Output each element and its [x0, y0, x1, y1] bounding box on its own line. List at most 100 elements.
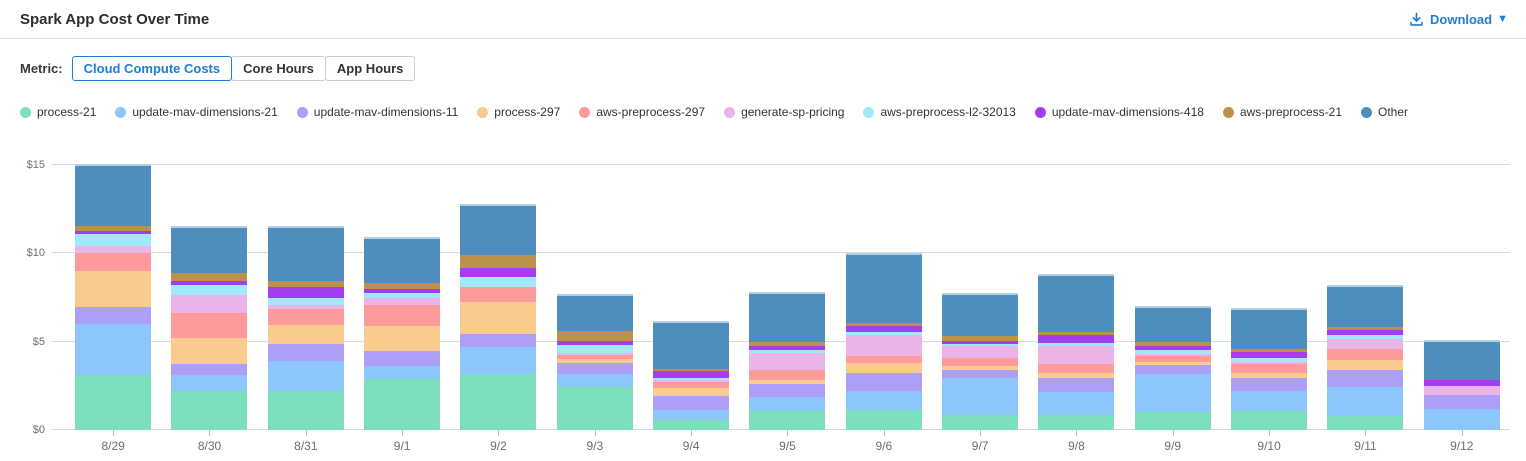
bar-segment[interactable]: [653, 368, 730, 372]
bar-segment[interactable]: [1327, 334, 1404, 339]
bar-segment[interactable]: [1231, 362, 1308, 365]
stacked-bar-9-10[interactable]: [1231, 307, 1308, 430]
bar-segment[interactable]: [171, 295, 248, 313]
bar-segment[interactable]: [653, 387, 730, 396]
bar-segment[interactable]: [1327, 387, 1404, 416]
legend-item-aws-preprocess-297[interactable]: aws-preprocess-297: [579, 105, 705, 119]
bar-segment[interactable]: [1327, 359, 1404, 370]
bar-segment[interactable]: [1134, 373, 1211, 413]
bar-segment[interactable]: [75, 324, 152, 375]
bar-segment[interactable]: [364, 351, 441, 367]
bar-segment[interactable]: [749, 353, 826, 370]
bar-segment[interactable]: [845, 332, 922, 336]
bar-segment[interactable]: [1038, 331, 1115, 336]
bar-segment[interactable]: [1038, 274, 1115, 332]
stacked-bar-8-29[interactable]: [75, 164, 152, 430]
bar-segment[interactable]: [75, 253, 152, 271]
bar-segment[interactable]: [75, 246, 152, 254]
bar-segment[interactable]: [749, 342, 826, 346]
stacked-bar-9-6[interactable]: [845, 252, 922, 430]
bar-segment[interactable]: [1134, 353, 1211, 357]
download-button[interactable]: Download ▼: [1409, 12, 1508, 27]
bar-segment[interactable]: [845, 326, 922, 333]
bar-segment[interactable]: [942, 358, 1019, 366]
bar-segment[interactable]: [1423, 386, 1500, 395]
bar-segment[interactable]: [460, 204, 537, 255]
bar-segment[interactable]: [267, 343, 344, 362]
bar-segment[interactable]: [1038, 363, 1115, 373]
bar-segment[interactable]: [845, 323, 922, 327]
bar-segment[interactable]: [171, 226, 248, 273]
bar-segment[interactable]: [1231, 358, 1308, 363]
bar-segment[interactable]: [749, 379, 826, 384]
legend-item-update-mav-dimensions-21[interactable]: update-mav-dimensions-21: [115, 105, 278, 119]
bar-segment[interactable]: [267, 361, 344, 391]
bar-segment[interactable]: [1327, 369, 1404, 388]
bar-segment[interactable]: [460, 346, 537, 374]
bar-segment[interactable]: [942, 377, 1019, 415]
bar-segment[interactable]: [364, 305, 441, 327]
bar-segment[interactable]: [460, 254, 537, 268]
bar-segment[interactable]: [75, 164, 152, 227]
bar-segment[interactable]: [749, 383, 826, 397]
bar-segment[interactable]: [1038, 372, 1115, 378]
bar-segment[interactable]: [942, 336, 1019, 341]
legend-item-other[interactable]: Other: [1361, 105, 1408, 119]
bar-segment[interactable]: [75, 374, 152, 430]
bar-segment[interactable]: [653, 378, 730, 380]
bar-segment[interactable]: [75, 270, 152, 307]
bar-segment[interactable]: [171, 337, 248, 365]
bar-segment[interactable]: [942, 369, 1019, 378]
legend-item-update-mav-dimensions-418[interactable]: update-mav-dimensions-418: [1034, 105, 1204, 119]
stacked-bar-9-4[interactable]: [653, 321, 730, 430]
bar-segment[interactable]: [460, 286, 537, 303]
bar-segment[interactable]: [267, 390, 344, 430]
bar-segment[interactable]: [653, 371, 730, 379]
bar-segment[interactable]: [75, 306, 152, 325]
bar-segment[interactable]: [267, 305, 344, 309]
bar-segment[interactable]: [749, 291, 826, 343]
bar-segment[interactable]: [1423, 379, 1500, 387]
bar-segment[interactable]: [845, 391, 922, 410]
bar-segment[interactable]: [556, 358, 633, 364]
metric-option-core-hours[interactable]: Core Hours: [231, 56, 326, 81]
bar-segment[interactable]: [460, 373, 537, 430]
bar-segment[interactable]: [556, 353, 633, 355]
bar-segment[interactable]: [267, 287, 344, 298]
bar-segment[interactable]: [942, 346, 1019, 359]
stacked-bar-9-3[interactable]: [556, 294, 633, 430]
bar-segment[interactable]: [1134, 412, 1211, 430]
legend-item-update-mav-dimensions-11[interactable]: update-mav-dimensions-11: [296, 105, 458, 119]
bar-segment[interactable]: [1231, 390, 1308, 412]
bar-segment[interactable]: [942, 414, 1019, 430]
bar-segment[interactable]: [653, 409, 730, 421]
bar-segment[interactable]: [267, 281, 344, 288]
bar-segment[interactable]: [556, 373, 633, 388]
legend-item-generate-sp-pricing[interactable]: generate-sp-pricing: [724, 105, 844, 119]
bar-segment[interactable]: [1327, 338, 1404, 349]
stacked-bar-9-12[interactable]: [1423, 339, 1500, 430]
bar-segment[interactable]: [942, 292, 1019, 337]
bar-segment[interactable]: [364, 282, 441, 289]
bar-segment[interactable]: [749, 349, 826, 353]
bar-segment[interactable]: [845, 252, 922, 324]
bar-segment[interactable]: [1231, 348, 1308, 353]
bar-segment[interactable]: [1423, 394, 1500, 409]
bar-segment[interactable]: [364, 297, 441, 306]
bar-segment[interactable]: [1231, 307, 1308, 349]
bar-segment[interactable]: [1038, 377, 1115, 393]
bar-segment[interactable]: [1038, 346, 1115, 364]
bar-segment[interactable]: [1231, 364, 1308, 374]
bar-segment[interactable]: [1231, 373, 1308, 378]
bar-segment[interactable]: [364, 236, 441, 283]
bar-segment[interactable]: [267, 226, 344, 282]
bar-segment[interactable]: [364, 378, 441, 430]
bar-segment[interactable]: [1134, 350, 1211, 354]
legend-item-aws-preprocess-21[interactable]: aws-preprocess-21: [1222, 105, 1342, 119]
bar-segment[interactable]: [845, 373, 922, 392]
bar-segment[interactable]: [845, 409, 922, 430]
bar-segment[interactable]: [364, 292, 441, 298]
bar-segment[interactable]: [171, 375, 248, 392]
bar-segment[interactable]: [845, 363, 922, 374]
bar-segment[interactable]: [75, 230, 152, 235]
